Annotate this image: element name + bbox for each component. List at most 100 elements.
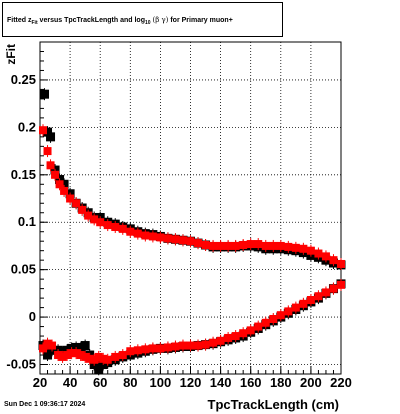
y-tick-label: 0.25 bbox=[11, 72, 36, 87]
data-point bbox=[76, 343, 86, 353]
y-tick-label: 0.1 bbox=[18, 214, 36, 229]
data-point bbox=[72, 199, 81, 208]
data-point bbox=[118, 224, 127, 233]
title-z-sub: Fit bbox=[31, 20, 38, 26]
title-suffix: for Primary muon+ bbox=[168, 17, 233, 24]
data-point bbox=[276, 241, 285, 250]
data-point bbox=[43, 127, 53, 137]
data-point bbox=[55, 180, 64, 189]
x-tick-label: 160 bbox=[240, 375, 262, 390]
data-point bbox=[291, 243, 300, 252]
data-point bbox=[224, 241, 233, 250]
x-tick-label: 20 bbox=[33, 375, 47, 390]
data-point bbox=[337, 280, 345, 289]
data-point bbox=[306, 246, 315, 255]
data-point bbox=[90, 355, 99, 364]
data-point bbox=[299, 299, 308, 308]
data-point bbox=[314, 249, 323, 258]
data-point bbox=[329, 256, 338, 265]
data-point bbox=[254, 322, 263, 331]
data-point bbox=[51, 170, 60, 179]
footer-timestamp: Sun Dec 1 09:36:17 2024 bbox=[4, 401, 86, 408]
data-point bbox=[239, 240, 248, 249]
title-prefix: Fitted bbox=[7, 17, 28, 24]
data-point bbox=[337, 259, 345, 268]
data-point bbox=[246, 326, 255, 335]
x-tick-label: 100 bbox=[150, 375, 172, 390]
x-tick-label: 120 bbox=[180, 375, 202, 390]
data-point bbox=[201, 240, 210, 249]
data-point bbox=[246, 240, 255, 249]
y-tick-label: 0.2 bbox=[18, 119, 36, 134]
y-tick-label: 0.15 bbox=[11, 167, 36, 182]
data-point bbox=[126, 227, 135, 236]
data-point bbox=[269, 241, 278, 250]
data-point bbox=[80, 341, 90, 351]
title-mid: versus TpcTrackLength and log bbox=[37, 17, 145, 24]
y-tick-label: 0.05 bbox=[11, 262, 36, 277]
x-tick-label: 180 bbox=[270, 375, 292, 390]
data-point bbox=[66, 194, 75, 203]
data-point bbox=[46, 132, 56, 142]
data-point bbox=[209, 338, 218, 347]
data-point bbox=[94, 364, 104, 374]
data-point bbox=[111, 352, 120, 361]
data-point bbox=[60, 186, 69, 195]
data-point bbox=[194, 239, 203, 248]
data-point bbox=[43, 339, 52, 348]
data-point bbox=[178, 236, 187, 245]
data-point bbox=[321, 252, 330, 261]
data-point bbox=[299, 244, 308, 253]
data-point bbox=[39, 344, 48, 353]
x-tick-label: 200 bbox=[300, 375, 322, 390]
data-point bbox=[72, 349, 81, 358]
data-point bbox=[329, 284, 338, 293]
data-point bbox=[201, 340, 210, 349]
x-tick-label: 220 bbox=[330, 375, 352, 390]
data-point bbox=[103, 355, 112, 364]
data-point bbox=[141, 231, 150, 240]
data-point bbox=[90, 215, 99, 224]
data-point bbox=[306, 296, 315, 305]
data-point bbox=[46, 161, 55, 170]
data-point bbox=[261, 318, 270, 327]
data-point bbox=[54, 351, 63, 360]
data-point bbox=[261, 241, 270, 250]
data-point bbox=[178, 341, 187, 350]
data-point bbox=[40, 89, 50, 99]
data-point bbox=[269, 314, 278, 323]
data-point bbox=[216, 336, 225, 345]
title-greek: (β γ) bbox=[152, 16, 169, 24]
data-point bbox=[209, 241, 218, 250]
data-point bbox=[39, 126, 48, 135]
data-point bbox=[163, 343, 172, 352]
data-point bbox=[63, 351, 72, 360]
data-point bbox=[43, 350, 53, 360]
data-point bbox=[133, 229, 142, 238]
data-point bbox=[284, 242, 293, 251]
data-point bbox=[186, 237, 195, 246]
data-point bbox=[99, 354, 108, 363]
data-point bbox=[239, 329, 248, 338]
data-point bbox=[48, 341, 57, 350]
data-point bbox=[276, 311, 285, 320]
data-point bbox=[284, 307, 293, 316]
data-point bbox=[118, 351, 127, 360]
data-point bbox=[231, 332, 240, 341]
data-point bbox=[67, 349, 76, 358]
y-axis-label: zFit bbox=[4, 44, 18, 65]
data-point bbox=[231, 241, 240, 250]
data-point bbox=[141, 345, 150, 354]
x-tick-label: 140 bbox=[210, 375, 232, 390]
data-point bbox=[59, 179, 69, 189]
data-point bbox=[291, 303, 300, 312]
y-tick-label: -0.05 bbox=[6, 357, 36, 372]
data-point bbox=[148, 344, 157, 353]
data-point bbox=[76, 351, 85, 360]
data-point bbox=[156, 233, 165, 242]
y-tick-label: 0 bbox=[29, 309, 36, 324]
data-point bbox=[96, 218, 105, 227]
data-point bbox=[81, 352, 90, 361]
data-point bbox=[103, 221, 112, 230]
